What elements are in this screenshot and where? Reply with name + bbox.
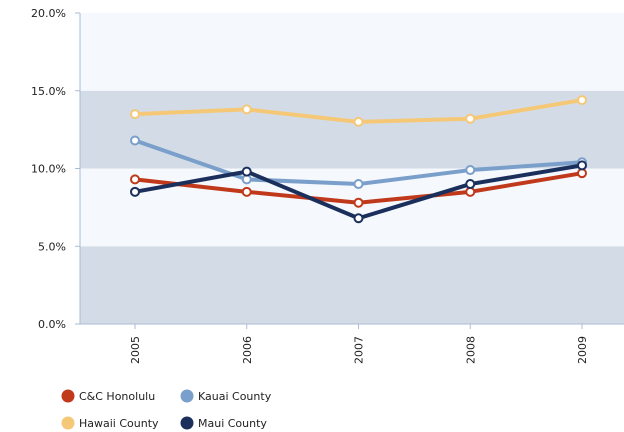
y-tick-label: 15.0%	[31, 85, 66, 98]
legend-item[interactable]: Maui County	[180, 416, 268, 431]
y-tick-label: 20.0%	[31, 7, 66, 20]
y-axis-ticks: 0.0% 5.0% 10.0% 15.0% 20.0%	[31, 7, 80, 331]
data-point[interactable]	[241, 104, 252, 115]
legend-item[interactable]: C&C Honolulu	[61, 389, 156, 404]
series-2	[130, 95, 587, 127]
x-tick-label: 2009	[576, 336, 589, 364]
y-tick-label: 5.0%	[38, 240, 66, 253]
data-point[interactable]	[130, 186, 140, 197]
legend-item[interactable]: Kauai County	[180, 389, 272, 404]
legend-item[interactable]: Hawaii County	[61, 416, 160, 431]
y-tick-label: 0.0%	[38, 318, 66, 331]
x-tick-label: 2006	[241, 336, 254, 364]
band-2	[80, 90, 624, 169]
legend-label: C&C Honolulu	[79, 390, 155, 403]
data-point[interactable]	[465, 165, 476, 176]
data-point[interactable]	[353, 179, 364, 190]
legend-swatch	[61, 416, 75, 430]
data-point[interactable]	[241, 186, 252, 197]
plot-bands	[80, 13, 624, 324]
x-tick-label: 2007	[353, 336, 366, 364]
data-point[interactable]	[465, 179, 476, 190]
legend-label: Kauai County	[198, 390, 272, 403]
y-tick-label: 10.0%	[31, 163, 66, 176]
band-3	[80, 13, 624, 91]
x-axis-ticks: 2005 2006 2007 2008 2009	[129, 324, 589, 364]
data-point[interactable]	[130, 109, 140, 120]
legend-swatch	[180, 389, 194, 403]
x-tick-label: 2005	[129, 336, 142, 364]
data-point[interactable]	[353, 197, 364, 208]
data-point[interactable]	[130, 135, 140, 146]
data-point[interactable]	[577, 95, 587, 106]
data-point[interactable]	[353, 213, 364, 224]
data-point[interactable]	[353, 116, 364, 127]
data-point[interactable]	[577, 160, 587, 171]
data-point[interactable]	[465, 113, 476, 124]
x-tick-label: 2008	[464, 336, 477, 364]
series-lines	[130, 95, 587, 224]
legend-label: Maui County	[198, 417, 267, 430]
legend[interactable]: C&C Honolulu Kauai County Hawaii County Mau…	[61, 389, 272, 431]
legend-swatch	[180, 416, 194, 430]
legend-swatch	[61, 389, 75, 403]
legend-label: Hawaii County	[79, 417, 159, 430]
series-3	[130, 160, 587, 224]
data-point[interactable]	[241, 166, 252, 177]
data-point[interactable]	[130, 174, 140, 185]
band-0	[80, 246, 624, 324]
